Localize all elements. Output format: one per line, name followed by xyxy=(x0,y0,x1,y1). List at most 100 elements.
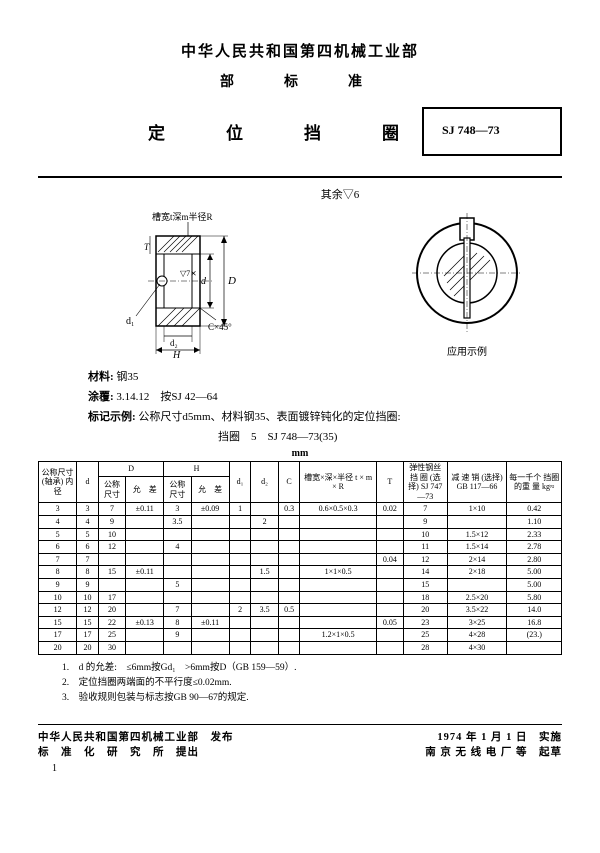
cell: 4×28 xyxy=(447,629,507,642)
cell xyxy=(126,578,164,591)
usage-diagram: 应用示例 xyxy=(402,208,532,358)
coating-label: 涂覆: xyxy=(88,391,114,403)
cell: 1.10 xyxy=(507,515,562,528)
cell: 7 xyxy=(403,503,447,516)
cell xyxy=(126,541,164,554)
footer: 中华人民共和国第四机械工业部 发布 标 准 化 研 究 所 提出 1974 年 … xyxy=(38,729,562,759)
col-d2: d₂ xyxy=(251,462,278,503)
col-pin: 减 速 销 (选择) GB 117—66 xyxy=(447,462,507,503)
cell: 3.5×22 xyxy=(447,604,507,617)
footer-drafter: 南 京 无 线 电 厂 等 起草 xyxy=(425,744,562,759)
cell: 15 xyxy=(403,578,447,591)
cell xyxy=(447,515,507,528)
cell: 5 xyxy=(39,528,77,541)
cell: 7 xyxy=(98,503,125,516)
cell: 10 xyxy=(77,591,99,604)
cell xyxy=(278,629,300,642)
cell xyxy=(229,641,251,654)
cell: ±0.13 xyxy=(126,616,164,629)
cell xyxy=(164,528,191,541)
cell xyxy=(300,604,376,617)
section-diagram: 槽宽t深m半径R xyxy=(88,208,268,358)
footer-proposer: 标 准 化 研 究 所 提出 xyxy=(38,744,234,759)
material-label: 材料: xyxy=(88,371,114,383)
cell xyxy=(98,553,125,566)
cell: 25 xyxy=(98,629,125,642)
cell: 23 xyxy=(403,616,447,629)
table-row: 17172591.2×1×0.5254×28(23.) xyxy=(39,629,562,642)
divider xyxy=(38,176,562,178)
table-row: 337±0.113±0.0910.30.6×0.5×0.30.0271×100.… xyxy=(39,503,562,516)
cell: 2×14 xyxy=(447,553,507,566)
cell: 5.00 xyxy=(507,566,562,579)
table-footnotes: 1. d 的允差: ≤6mm按Gd₁ >6mm按D（GB 159—59）. 2.… xyxy=(38,655,562,717)
cell xyxy=(164,591,191,604)
footer-date: 1974 年 1 月 1 日 实施 xyxy=(425,729,562,744)
cell xyxy=(278,566,300,579)
page-number: 1 xyxy=(38,763,562,774)
cell xyxy=(126,553,164,566)
standard-number-box: SJ 748—73 xyxy=(422,107,562,156)
table-row: 202030284×30 xyxy=(39,641,562,654)
document-header: 中华人民共和国第四机械工业部 部 标 准 定 位 挡 圈 SJ 748—73 xyxy=(38,40,562,156)
cell: 0.6×0.5×0.3 xyxy=(300,503,376,516)
cell xyxy=(376,578,403,591)
cell: 5 xyxy=(164,578,191,591)
cell: 3.5 xyxy=(164,515,191,528)
org-name: 中华人民共和国第四机械工业部 xyxy=(38,40,562,61)
cell: 20 xyxy=(403,604,447,617)
cell xyxy=(229,528,251,541)
cell: 17 xyxy=(77,629,99,642)
table-row: 4493.5291.10 xyxy=(39,515,562,528)
cell xyxy=(300,641,376,654)
cell xyxy=(191,553,229,566)
svg-text:H: H xyxy=(172,350,181,358)
cell xyxy=(126,629,164,642)
cell: ±0.09 xyxy=(191,503,229,516)
cell: 1.5×12 xyxy=(447,528,507,541)
col-d: d xyxy=(77,462,99,503)
col-nominal: 公称尺寸 (轴承) 内径 xyxy=(39,462,77,503)
cell xyxy=(229,629,251,642)
cell xyxy=(278,616,300,629)
col-D-tol: 允 差 xyxy=(126,476,164,502)
cell xyxy=(251,503,278,516)
cell: 22 xyxy=(98,616,125,629)
table-row: 66124111.5×142.78 xyxy=(39,541,562,554)
cell: 7 xyxy=(39,553,77,566)
table-row: 101017182.5×205.80 xyxy=(39,591,562,604)
col-D-nom: 公称 尺寸 xyxy=(98,476,125,502)
cell: 4 xyxy=(39,515,77,528)
cell: 6 xyxy=(77,541,99,554)
cell: 6 xyxy=(39,541,77,554)
cell: 7 xyxy=(164,604,191,617)
cell xyxy=(376,566,403,579)
cell: 1 xyxy=(229,503,251,516)
cell: 1.5×14 xyxy=(447,541,507,554)
cell xyxy=(126,528,164,541)
table-body: 337±0.113±0.0910.30.6×0.5×0.30.0271×100.… xyxy=(39,503,562,654)
footer-issuer: 中华人民共和国第四机械工业部 发布 xyxy=(38,729,234,744)
cell: 5.00 xyxy=(507,578,562,591)
cell: 20 xyxy=(98,604,125,617)
col-T: T xyxy=(376,462,403,503)
cell xyxy=(376,604,403,617)
footer-divider xyxy=(38,724,562,725)
cell: 15 xyxy=(77,616,99,629)
example-value: 公称尺寸d5mm、材料钢35、表面镀锌钝化的定位挡圈: xyxy=(138,411,400,423)
cell: 25 xyxy=(403,629,447,642)
cell: 15 xyxy=(98,566,125,579)
table-row: 121220723.50.5203.5×2214.0 xyxy=(39,604,562,617)
cell: 8 xyxy=(164,616,191,629)
cell: (23.) xyxy=(507,629,562,642)
cell xyxy=(98,578,125,591)
cell xyxy=(229,566,251,579)
cell xyxy=(229,553,251,566)
cell: 9 xyxy=(77,578,99,591)
cell xyxy=(191,528,229,541)
col-H-tol: 允 差 xyxy=(191,476,229,502)
cell xyxy=(251,528,278,541)
footnote-1: 1. d 的允差: ≤6mm按Gd₁ >6mm按D（GB 159—59）. xyxy=(62,661,562,676)
cell: 0.05 xyxy=(376,616,403,629)
cell xyxy=(300,515,376,528)
